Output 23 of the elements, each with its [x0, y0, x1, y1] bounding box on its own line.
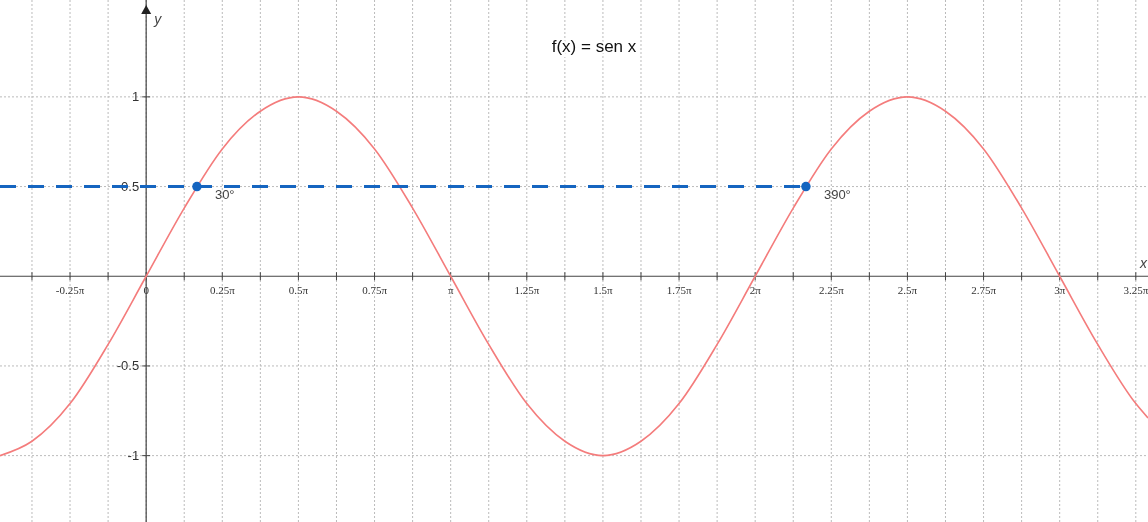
x-tick-label: 2.25π: [818, 284, 845, 297]
y-tick-label: 1: [131, 88, 140, 104]
x-tick-label: 0.25π: [209, 284, 236, 297]
y-tick-label: -1: [127, 447, 140, 463]
x-tick-label: 3.25π: [1123, 284, 1148, 297]
x-tick-label: 2.75π: [971, 284, 997, 297]
x-axis-title: x: [1139, 255, 1148, 272]
x-tick-label: 1.25π: [514, 284, 540, 297]
x-tick-label: π: [447, 284, 454, 297]
y-tick-label: -0.5: [116, 357, 140, 373]
text: f(x) = sen x: [551, 37, 637, 56]
x-tick-label: 0.75π: [362, 284, 388, 297]
x-tick-label: 1.75π: [666, 284, 692, 297]
x-tick-label: 2π: [749, 284, 762, 297]
x-tick-label: 2.5π: [897, 284, 918, 297]
x-tick-label: 0: [143, 284, 150, 297]
x-tick-label: -0.25π: [55, 284, 85, 297]
annotation: 30°: [214, 186, 235, 202]
x-tick-label: 0.5π: [288, 284, 309, 297]
x-tick-label: 1.5π: [593, 284, 614, 297]
x-tick-label: 3π: [1054, 284, 1066, 297]
y-axis-title: y: [153, 11, 163, 27]
annotation: 390°: [823, 186, 851, 202]
